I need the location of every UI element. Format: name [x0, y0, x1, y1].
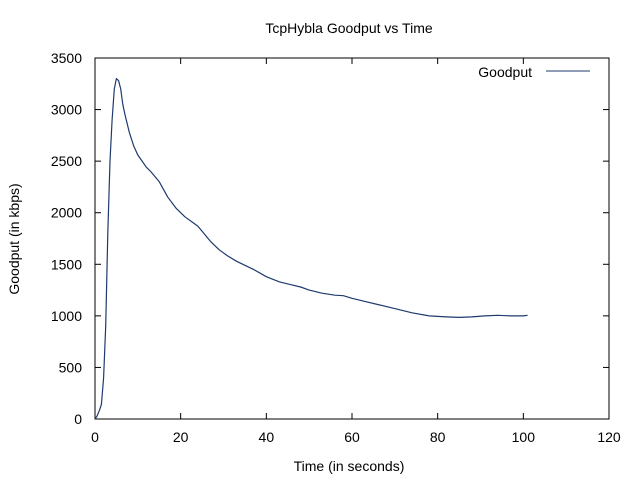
y-tick-label: 2000 [51, 205, 82, 221]
x-tick-label: 40 [259, 429, 275, 445]
y-tick-label: 500 [59, 359, 83, 375]
x-tick-label: 100 [512, 429, 536, 445]
y-axis-label: Goodput (in kbps) [6, 183, 22, 294]
x-tick-label: 0 [91, 429, 99, 445]
plot-frame [94, 57, 610, 420]
x-tick-label: 60 [344, 429, 360, 445]
y-tick-label: 2500 [51, 153, 82, 169]
x-tick-label: 20 [173, 429, 189, 445]
y-tick-label: 1000 [51, 308, 82, 324]
x-tick-label: 120 [597, 429, 621, 445]
series-line-goodput [94, 77, 528, 420]
x-axis-label: Time (in seconds) [294, 458, 405, 474]
x-tick-label: 80 [430, 429, 446, 445]
legend: Goodput [478, 64, 590, 80]
y-tick-label: 3500 [51, 50, 82, 66]
plot-area: 0 20 40 60 80 100 120 0 500 1000 1500 2000 2500 3000 3… [51, 50, 621, 445]
y-tick-label: 1500 [51, 256, 82, 272]
y-tick-label: 0 [74, 411, 82, 427]
y-tick-label: 3000 [51, 102, 82, 118]
legend-label-goodput: Goodput [478, 64, 532, 80]
chart-title: TcpHybla Goodput vs Time [265, 20, 433, 36]
